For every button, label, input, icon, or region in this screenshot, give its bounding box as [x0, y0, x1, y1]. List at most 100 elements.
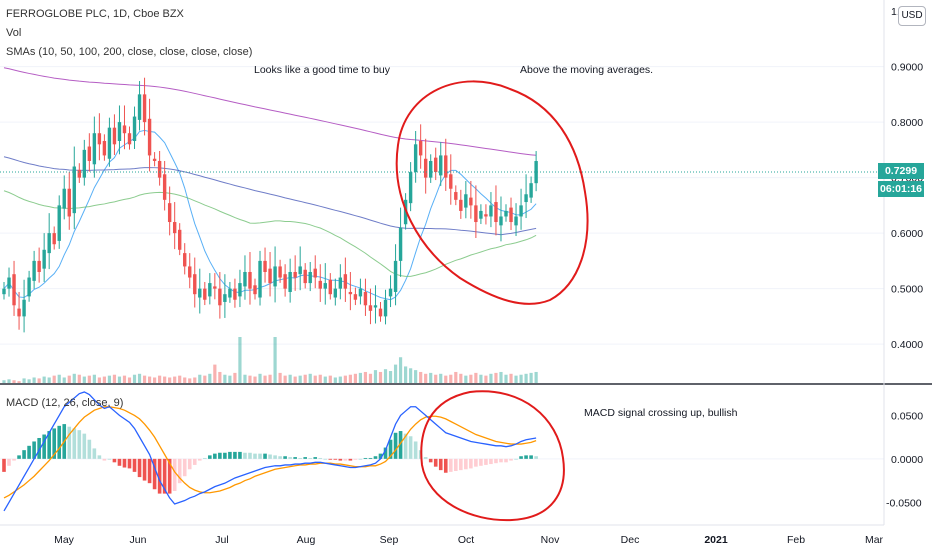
candle-body: [293, 271, 297, 278]
volume-bar: [358, 372, 363, 383]
volume-bar: [32, 377, 36, 383]
candle: [524, 174, 528, 219]
volume-bar: [504, 374, 508, 383]
candlesticks[interactable]: [2, 77, 538, 333]
macd-histogram-bar: [534, 456, 538, 459]
volume-bar: [388, 371, 393, 383]
candle-body: [494, 202, 498, 223]
macd-tick-label: -0.0500: [886, 497, 922, 509]
candle: [408, 162, 413, 212]
candle-body: [509, 207, 513, 223]
volume-bar: [378, 371, 383, 383]
macd-histogram-bar: [428, 458, 433, 463]
macd-histogram-bar: [208, 455, 212, 459]
candle-body: [127, 133, 132, 145]
candle-body: [32, 260, 36, 281]
macd-histogram-bar: [228, 451, 232, 459]
volume-bar: [353, 373, 357, 383]
price-grid: [0, 66, 884, 345]
macd-histogram-bar: [433, 458, 438, 467]
volume-bar: [459, 373, 463, 383]
volume-bar: [198, 374, 202, 383]
candle-body: [303, 269, 307, 284]
macd-histogram-bar: [323, 458, 328, 460]
candle: [514, 203, 518, 237]
candle-body: [27, 277, 31, 297]
volume-bar: [57, 374, 61, 383]
candle: [268, 252, 272, 297]
sma-50-line: [3, 190, 537, 277]
candle-body: [47, 233, 51, 254]
candle: [273, 246, 277, 303]
volume-bar: [313, 375, 317, 383]
volume-bar: [248, 375, 252, 383]
time-axis-label: Jun: [130, 534, 147, 546]
sma-legend[interactable]: SMAs (10, 50, 100, 200, close, close, cl…: [6, 46, 253, 58]
candle: [484, 204, 488, 225]
volume-bar: [383, 369, 388, 383]
volume-bar: [153, 377, 157, 383]
macd-tick-label: 0.0000: [891, 454, 923, 466]
candle-body: [363, 291, 368, 306]
candle: [223, 274, 227, 318]
macd-histogram-bar: [393, 432, 398, 459]
macd-legend[interactable]: MACD (12, 26, close, 9): [6, 397, 124, 409]
candle-body: [348, 291, 353, 295]
volume-bar: [404, 366, 408, 383]
macd-histogram-bar: [107, 458, 112, 460]
volume-bar: [183, 377, 187, 383]
candle-body: [62, 188, 66, 209]
macd-histogram-bar: [298, 457, 302, 459]
symbol-legend[interactable]: FERROGLOBE PLC, 1D, Cboe BZX: [6, 8, 184, 20]
macd-note: MACD signal crossing up, bullish: [584, 407, 738, 419]
macd-histogram-bar: [182, 458, 187, 477]
candle-body: [172, 222, 177, 234]
buy-note: Looks like a good time to buy: [254, 64, 390, 76]
candle-body: [398, 227, 403, 261]
volume-legend[interactable]: Vol: [6, 27, 22, 39]
volume-bar: [22, 378, 26, 383]
candle-body: [12, 274, 16, 306]
macd-histogram-bar: [343, 458, 348, 461]
macd-histogram-bar: [42, 434, 46, 459]
time-axis-label: Feb: [787, 534, 805, 546]
macd-histogram-bar: [509, 458, 513, 461]
candle-body: [474, 205, 478, 223]
volume-bar: [2, 380, 6, 383]
candle-body: [268, 268, 272, 284]
candle: [243, 255, 247, 300]
volume-bar: [288, 374, 292, 383]
volume-bar: [529, 372, 533, 383]
candle-body: [243, 271, 247, 287]
candle-body: [489, 205, 493, 217]
volume-bar: [283, 375, 287, 383]
volume-bar: [37, 378, 41, 383]
macd-scale[interactable]: 0.0500 0.0000 -0.0500: [886, 410, 923, 509]
candle-body: [353, 294, 358, 300]
volume-bar: [77, 374, 81, 383]
macd-histogram-bar: [147, 458, 152, 484]
candle: [368, 288, 373, 325]
candle: [142, 77, 147, 136]
candle-body: [208, 283, 212, 297]
time-axis[interactable]: May Jun Jul Aug Sep Oct Nov Dec 2021 Feb Mar: [54, 534, 883, 546]
candle: [293, 255, 297, 291]
macd-histogram-bar: [448, 458, 453, 472]
candle-body: [499, 216, 503, 226]
candle-body: [298, 266, 302, 275]
candle-body: [469, 197, 473, 206]
macd-histogram-bar: [87, 439, 92, 459]
candle: [72, 146, 76, 230]
volume-bar: [514, 375, 518, 383]
volume-bar: [318, 374, 322, 383]
volume-bar: [127, 377, 132, 383]
currency-button[interactable]: USD: [898, 6, 926, 26]
volume-bar: [163, 376, 167, 383]
volume-bar: [193, 377, 197, 383]
volume-bar: [343, 375, 347, 383]
candle: [233, 278, 237, 308]
volume-bar: [188, 378, 192, 383]
volume-bar: [117, 376, 122, 383]
candle: [444, 138, 448, 191]
